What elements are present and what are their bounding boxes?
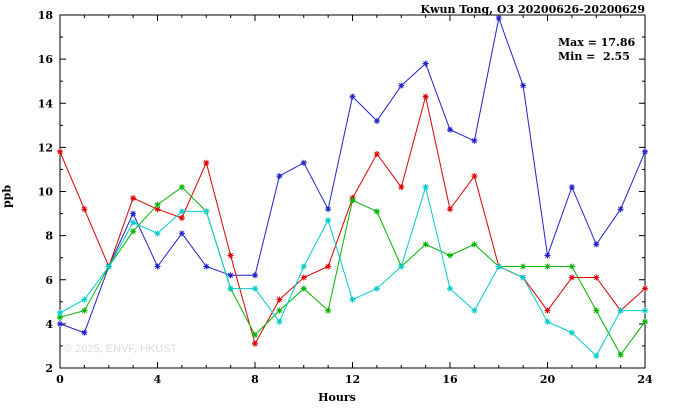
min-label: Min = 2.55	[558, 50, 630, 63]
series-red	[57, 93, 648, 347]
x-tick-label: 16	[442, 373, 458, 386]
y-tick-label: 16	[38, 53, 54, 66]
max-label: Max = 17.86	[558, 36, 636, 49]
max-min-annotation: Max = 17.86 Min = 2.55	[558, 36, 635, 64]
y-tick-label: 4	[45, 318, 53, 331]
plot-border	[59, 14, 646, 369]
x-tick-label: 24	[637, 373, 653, 386]
y-tick-label: 18	[38, 9, 54, 22]
watermark: © 2025, ENVF, HKUST	[64, 343, 178, 355]
y-tick-label: 10	[38, 186, 54, 199]
y-tick-label: 12	[38, 141, 53, 154]
x-tick-label: 0	[56, 373, 64, 386]
series-markers-green	[57, 184, 648, 358]
series-line-blue	[59, 16, 646, 334]
series-line-cyan	[59, 185, 645, 357]
series-line-red	[59, 96, 646, 346]
series-line-green	[59, 186, 646, 356]
axis-ticks	[59, 14, 646, 369]
series-cyan	[57, 184, 648, 359]
series-markers-cyan	[57, 184, 648, 359]
x-axis-label: Hours	[318, 391, 356, 404]
y-tick-label: 14	[38, 97, 54, 110]
series-markers-red	[57, 93, 648, 347]
x-tick-label: 8	[251, 373, 259, 386]
y-tick-label: 8	[45, 230, 53, 243]
x-tick-label: 4	[154, 373, 162, 386]
x-tick-label: 12	[345, 373, 360, 386]
y-axis-label: ppb	[0, 184, 14, 209]
x-tick-label: 20	[540, 373, 556, 386]
y-tick-label: 2	[45, 362, 53, 375]
chart-title: Kwun Tong, O3 20200626-20200629	[420, 3, 645, 16]
y-tick-label: 6	[45, 274, 53, 287]
series-green	[57, 184, 648, 358]
